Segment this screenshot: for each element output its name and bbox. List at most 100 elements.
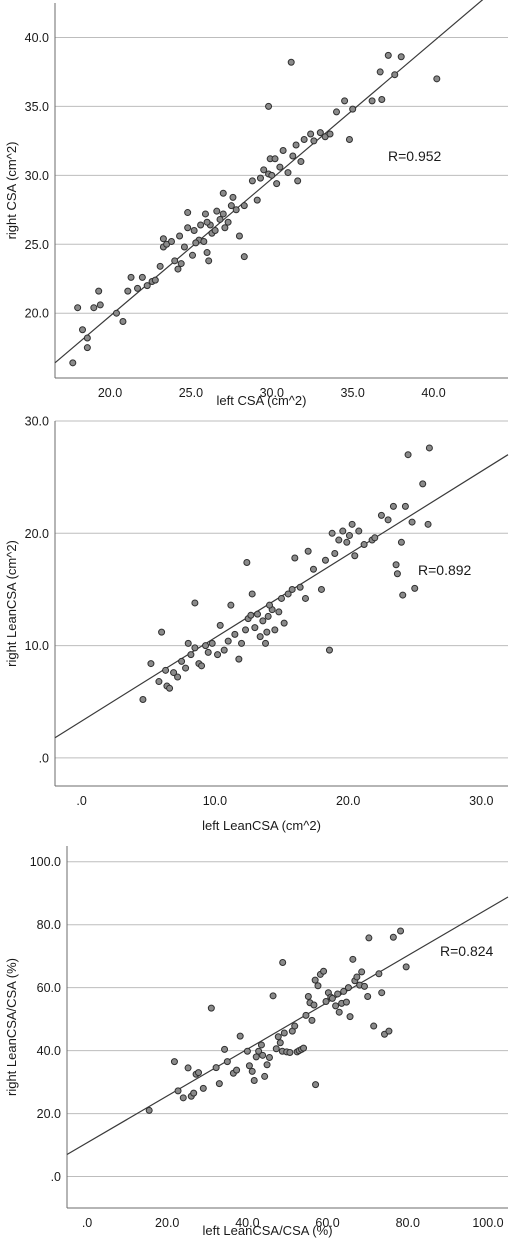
x-tick-label: 40.0 bbox=[421, 386, 445, 400]
data-point bbox=[301, 594, 309, 602]
data-point bbox=[83, 344, 91, 352]
data-point bbox=[182, 664, 190, 672]
data-point bbox=[214, 651, 222, 659]
data-point bbox=[170, 669, 178, 677]
data-point bbox=[300, 135, 308, 143]
data-point bbox=[317, 585, 325, 593]
correlation-annotation: R=0.952 bbox=[388, 148, 442, 164]
y-tick-label: 30.0 bbox=[25, 415, 49, 429]
data-point bbox=[408, 518, 416, 526]
data-point bbox=[377, 511, 385, 519]
data-point bbox=[284, 169, 292, 177]
data-point bbox=[310, 1001, 318, 1009]
data-point bbox=[254, 610, 262, 618]
data-point bbox=[190, 1089, 198, 1097]
data-point bbox=[371, 534, 379, 542]
x-tick-label: .0 bbox=[82, 1216, 92, 1230]
data-point bbox=[288, 585, 296, 593]
data-point bbox=[192, 239, 200, 247]
x-tick-label: 25.0 bbox=[179, 386, 203, 400]
data-point bbox=[227, 202, 235, 210]
data-point bbox=[419, 480, 427, 488]
data-point bbox=[274, 1033, 282, 1041]
data-point bbox=[245, 1062, 253, 1070]
data-point bbox=[263, 1061, 271, 1069]
data-point bbox=[257, 1041, 265, 1049]
data-point bbox=[203, 249, 211, 257]
data-point bbox=[340, 987, 348, 995]
data-point bbox=[280, 1029, 288, 1037]
fit-line bbox=[66, 896, 509, 1156]
data-point bbox=[389, 933, 397, 941]
data-point bbox=[292, 141, 300, 149]
data-point bbox=[213, 207, 221, 215]
data-point bbox=[264, 612, 272, 620]
data-point bbox=[263, 628, 271, 636]
data-point bbox=[308, 1016, 316, 1024]
data-point bbox=[341, 97, 349, 105]
data-point bbox=[211, 226, 219, 234]
data-point bbox=[278, 594, 285, 602]
data-point bbox=[248, 1067, 256, 1075]
data-point bbox=[174, 1087, 182, 1095]
data-point bbox=[171, 257, 179, 265]
data-point bbox=[261, 1072, 269, 1080]
data-point bbox=[174, 673, 182, 681]
data-point bbox=[389, 502, 397, 510]
data-point bbox=[151, 276, 159, 284]
y-tick-label: .0 bbox=[39, 751, 49, 765]
data-point bbox=[242, 626, 250, 634]
y-tick-label: 60.0 bbox=[37, 981, 61, 995]
chart-panel-2: .0 10.0 20.0 30.0 .0 10.0 20.0 30.0 R=0.892 left … bbox=[4, 415, 509, 833]
data-point bbox=[311, 976, 319, 984]
data-point bbox=[216, 215, 224, 223]
data-point bbox=[227, 601, 235, 609]
data-point bbox=[304, 992, 312, 1000]
data-point bbox=[139, 696, 147, 704]
data-point bbox=[404, 451, 412, 459]
y-tick-label: .0 bbox=[51, 1170, 61, 1184]
x-tick-label: 100.0 bbox=[472, 1216, 503, 1230]
x-tick-label: 30.0 bbox=[260, 386, 284, 400]
data-point bbox=[344, 984, 352, 992]
data-point bbox=[433, 75, 441, 83]
data-point bbox=[351, 552, 359, 560]
y-tick-label: 40.0 bbox=[37, 1044, 61, 1058]
data-point bbox=[353, 973, 361, 981]
data-point bbox=[349, 105, 357, 113]
data-point bbox=[259, 617, 267, 625]
data-point bbox=[208, 639, 216, 647]
data-point bbox=[268, 171, 276, 179]
data-point bbox=[252, 1053, 260, 1061]
data-point bbox=[296, 583, 304, 591]
data-point bbox=[346, 1013, 354, 1021]
data-point bbox=[194, 1069, 202, 1077]
data-point bbox=[232, 206, 240, 214]
data-point bbox=[247, 611, 255, 619]
data-point bbox=[322, 998, 330, 1006]
data-point bbox=[393, 570, 401, 578]
data-point bbox=[370, 1022, 378, 1030]
data-point bbox=[342, 998, 350, 1006]
data-point bbox=[184, 639, 192, 647]
data-point bbox=[360, 982, 368, 990]
data-point bbox=[184, 1064, 192, 1072]
data-point bbox=[251, 624, 259, 632]
data-point bbox=[90, 304, 98, 312]
data-point bbox=[368, 97, 376, 105]
data-point bbox=[167, 238, 175, 246]
data-point bbox=[221, 224, 229, 232]
data-point bbox=[355, 527, 363, 535]
x-tick-label: 20.0 bbox=[98, 386, 122, 400]
data-point bbox=[358, 968, 366, 976]
data-point bbox=[112, 309, 120, 317]
data-point bbox=[333, 108, 341, 116]
data-point bbox=[197, 221, 205, 229]
chart-panel-1: 20.0 25.0 30.0 35.0 40.0 20.0 25.0 30.0 35.0 40.0… bbox=[4, 0, 508, 408]
y-tick-label: 40.0 bbox=[25, 31, 49, 45]
data-point bbox=[119, 317, 127, 325]
data-point bbox=[397, 538, 405, 546]
y-tick-label: 10.0 bbox=[25, 639, 49, 653]
data-point bbox=[332, 1002, 340, 1010]
